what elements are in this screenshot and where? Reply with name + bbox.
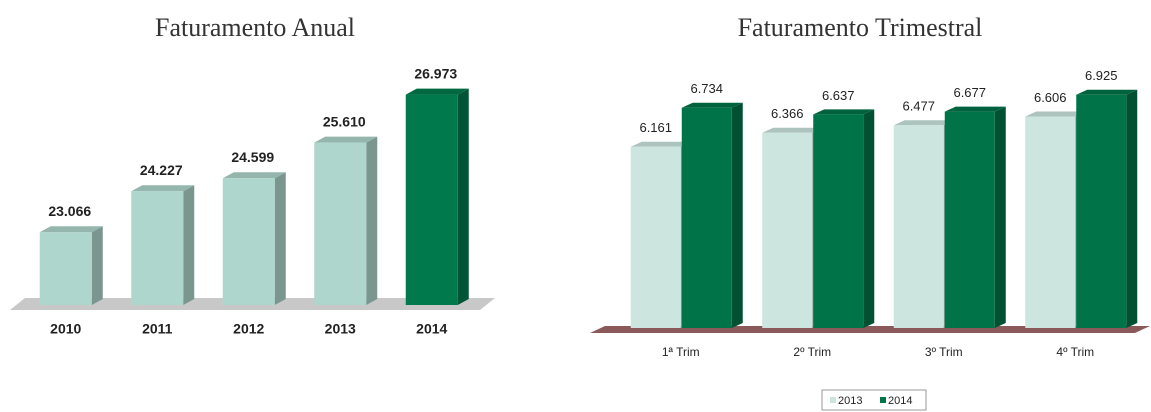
bar	[1076, 94, 1127, 328]
data-label: 23.066	[48, 203, 91, 219]
bar	[222, 178, 275, 305]
bar-side	[366, 136, 378, 305]
bar	[893, 125, 944, 329]
bar-side	[994, 106, 1006, 328]
legend-label: 2014	[888, 395, 912, 407]
data-label: 6.637	[822, 88, 855, 103]
bar	[1025, 116, 1076, 329]
chart-title: Faturamento Anual	[155, 13, 355, 42]
bar	[39, 232, 92, 305]
bar-side	[274, 172, 286, 305]
data-label: 26.973	[414, 65, 457, 81]
bar	[813, 114, 864, 328]
bar-top	[944, 106, 1006, 112]
x-tick-label: 4º Trim	[1056, 345, 1094, 359]
data-label: 6.366	[771, 106, 804, 121]
bar-top	[681, 102, 743, 108]
x-tick-label: 2013	[325, 321, 356, 337]
bar-top	[893, 120, 955, 126]
data-label: 6.161	[639, 120, 672, 135]
x-tick-label: 3º Trim	[925, 345, 963, 359]
legend-box	[821, 389, 927, 411]
bar-side	[183, 185, 195, 305]
bar-top	[813, 109, 875, 115]
bar-top	[762, 127, 824, 133]
data-label: 6.606	[1034, 90, 1067, 105]
bar	[762, 132, 813, 328]
bar-side	[863, 109, 875, 328]
data-label: 6.677	[953, 85, 986, 100]
bar	[944, 111, 995, 328]
bar	[314, 142, 367, 305]
bar-top	[630, 141, 692, 147]
bar	[630, 146, 681, 328]
bar-side	[731, 102, 743, 329]
x-tick-label: 2º Trim	[793, 345, 831, 359]
legend-label: 2013	[838, 395, 862, 407]
x-tick-label: 2014	[416, 321, 447, 337]
x-tick-label: 2012	[233, 321, 264, 337]
bar	[405, 94, 458, 305]
bar-top	[39, 226, 103, 233]
bar-top	[314, 136, 378, 143]
data-label: 6.925	[1085, 68, 1118, 83]
bar-top	[1025, 111, 1087, 117]
data-label: 24.599	[231, 149, 274, 165]
data-label: 6.734	[690, 81, 723, 96]
bar-top	[222, 172, 286, 179]
x-tick-label: 1ª Trim	[662, 345, 700, 359]
bar-top	[131, 185, 195, 192]
legend-swatch	[880, 397, 886, 403]
x-tick-label: 2010	[50, 321, 81, 337]
bar	[681, 107, 732, 329]
data-label: 24.227	[140, 162, 183, 178]
bar-side	[91, 226, 103, 305]
bar	[131, 191, 184, 305]
bar-side	[457, 88, 469, 305]
chart-title: Faturamento Trimestral	[738, 13, 983, 42]
legend-swatch	[830, 397, 836, 403]
bar-side	[1126, 89, 1138, 328]
bar-top	[1076, 89, 1138, 95]
bar-top	[405, 88, 469, 95]
x-tick-label: 2011	[142, 321, 173, 337]
data-label: 25.610	[323, 113, 366, 129]
data-label: 6.477	[902, 99, 935, 114]
